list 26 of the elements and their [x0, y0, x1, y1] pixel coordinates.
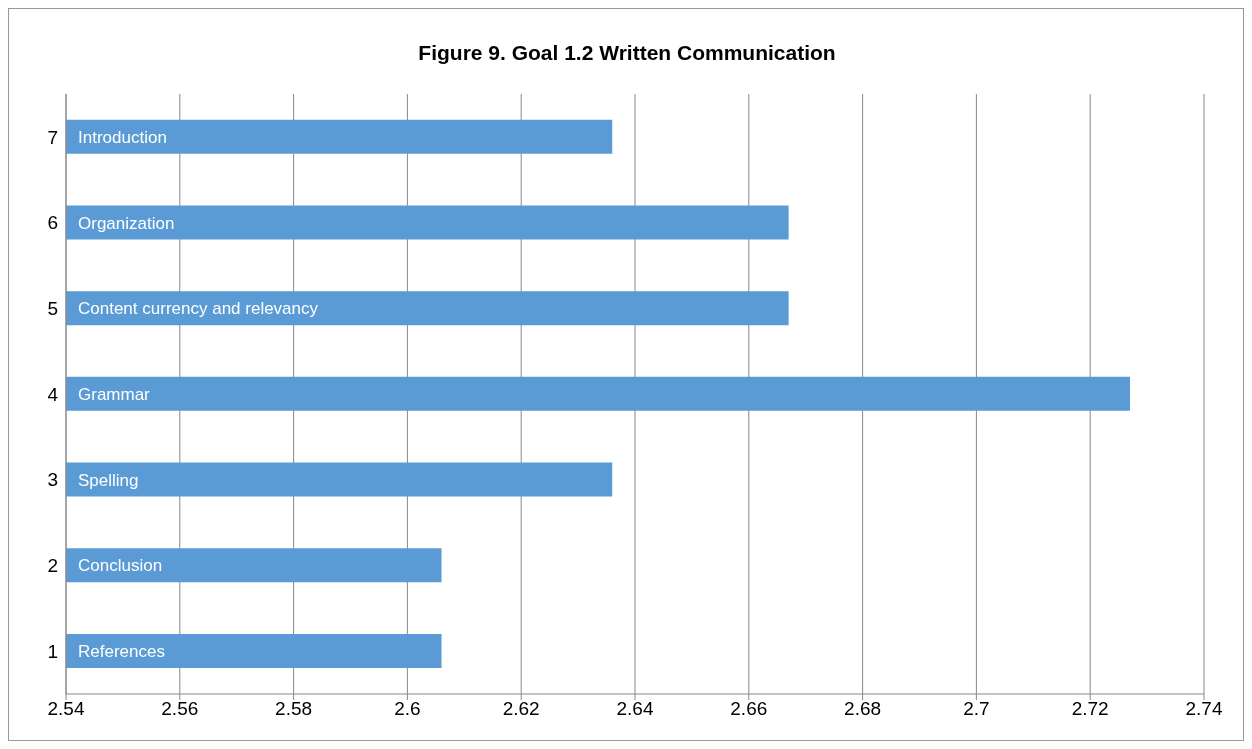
x-tick-label: 2.72: [1071, 698, 1109, 720]
x-tick-label: 2.56: [161, 698, 199, 720]
x-tick-label: 2.6: [394, 698, 421, 720]
chart-title: Figure 9. Goal 1.2 Written Communication: [417, 41, 837, 65]
y-tick-label: 7: [47, 126, 58, 148]
y-tick-label: 3: [47, 469, 58, 491]
x-tick-label: 2.7: [963, 698, 990, 720]
annotation: Spelling: [78, 470, 139, 490]
y-tick-label: 1: [47, 640, 58, 662]
x-tick-label: 2.66: [730, 698, 768, 720]
y-tick-label: 5: [47, 298, 58, 320]
x-tick-label: 2.64: [616, 698, 654, 720]
annotation: Content currency and relevancy: [78, 299, 319, 319]
y-tick-label: 6: [47, 212, 58, 234]
annotation: Conclusion: [78, 556, 163, 576]
x-tick-label: 2.62: [502, 698, 540, 720]
y-tick-label: 2: [47, 555, 58, 577]
annotation: Grammar: [78, 385, 151, 405]
annotation: Organization: [78, 213, 175, 233]
x-tick-label: 2.54: [47, 698, 85, 720]
x-tick-label: 2.74: [1185, 698, 1223, 720]
y-tick-label: 4: [47, 383, 59, 405]
x-tick-label: 2.58: [275, 698, 313, 720]
annotation: References: [78, 642, 165, 662]
annotation: Introduction: [78, 127, 167, 147]
x-tick-label: 2.68: [844, 698, 882, 720]
